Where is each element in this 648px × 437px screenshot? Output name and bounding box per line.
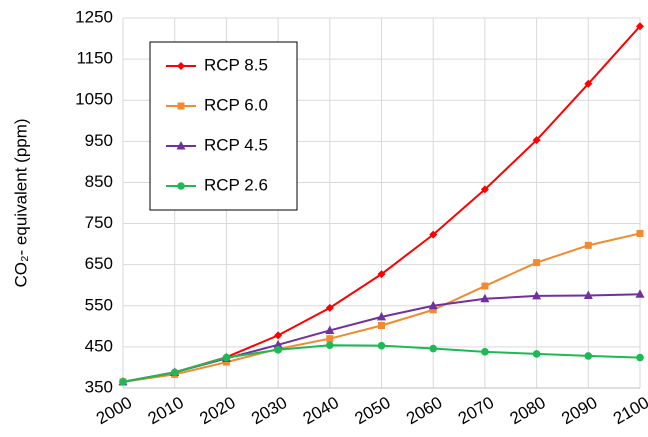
marker bbox=[636, 353, 644, 362]
x-tick-label: 2000 bbox=[93, 393, 135, 428]
marker bbox=[428, 300, 438, 310]
legend-label: RCP 4.5 bbox=[204, 135, 268, 154]
x-tick-label: 2090 bbox=[558, 393, 600, 428]
legend-box bbox=[149, 41, 298, 211]
x-tick-label: 2070 bbox=[455, 393, 497, 428]
marker bbox=[378, 322, 385, 330]
marker bbox=[377, 341, 386, 350]
marker bbox=[481, 282, 489, 290]
marker bbox=[480, 185, 489, 194]
marker bbox=[119, 378, 127, 386]
x-tick-label: 2060 bbox=[403, 393, 445, 428]
x-tick-label: 2020 bbox=[196, 393, 238, 428]
marker bbox=[480, 293, 490, 303]
marker bbox=[170, 368, 179, 377]
marker bbox=[274, 345, 282, 354]
legend-label: RCP 8.5 bbox=[204, 55, 268, 74]
marker bbox=[532, 350, 541, 358]
marker bbox=[326, 341, 334, 350]
marker bbox=[533, 259, 541, 267]
legend-marker bbox=[177, 62, 185, 70]
y-tick-label: 1050 bbox=[75, 90, 113, 109]
marker bbox=[273, 339, 283, 349]
marker bbox=[377, 311, 386, 321]
x-tick-label: 2080 bbox=[507, 393, 549, 428]
marker bbox=[532, 290, 542, 300]
legend-marker bbox=[177, 102, 185, 110]
y-tick-label: 750 bbox=[85, 213, 113, 232]
x-tick-label: 2010 bbox=[145, 393, 187, 428]
y-tick-label: 550 bbox=[85, 295, 113, 314]
marker bbox=[326, 335, 334, 343]
marker bbox=[636, 229, 644, 237]
marker bbox=[584, 352, 593, 360]
y-tick-label: 950 bbox=[85, 131, 113, 150]
legend-label: RCP 6.0 bbox=[204, 95, 268, 114]
y-axis-label: CO₂- equivalent (ppm) bbox=[11, 118, 30, 287]
x-tick-label: 2030 bbox=[248, 393, 290, 428]
x-tick-label: 2050 bbox=[351, 393, 393, 428]
marker bbox=[325, 303, 334, 312]
marker bbox=[481, 348, 489, 356]
marker bbox=[222, 358, 230, 366]
marker bbox=[636, 22, 644, 31]
marker bbox=[583, 290, 593, 299]
y-tick-label: 1150 bbox=[76, 49, 113, 68]
marker bbox=[532, 136, 541, 145]
marker bbox=[429, 344, 438, 353]
marker bbox=[584, 79, 593, 88]
marker bbox=[429, 230, 438, 239]
x-tick-label: 2040 bbox=[300, 393, 342, 428]
x-tick-label: 2100 bbox=[610, 393, 648, 428]
legend-marker bbox=[177, 182, 185, 190]
y-tick-label: 450 bbox=[85, 336, 113, 355]
y-tick-label: 350 bbox=[85, 377, 113, 396]
marker bbox=[377, 270, 386, 279]
y-tick-label: 650 bbox=[85, 254, 113, 273]
marker bbox=[222, 353, 231, 362]
marker bbox=[274, 331, 283, 340]
marker bbox=[635, 289, 645, 298]
y-tick-label: 850 bbox=[85, 172, 113, 191]
y-tick-label: 1250 bbox=[75, 7, 113, 26]
marker bbox=[325, 325, 335, 334]
marker bbox=[584, 241, 592, 249]
legend-marker bbox=[176, 141, 186, 150]
legend-label: RCP 2.6 bbox=[204, 175, 268, 194]
marker bbox=[429, 306, 437, 314]
